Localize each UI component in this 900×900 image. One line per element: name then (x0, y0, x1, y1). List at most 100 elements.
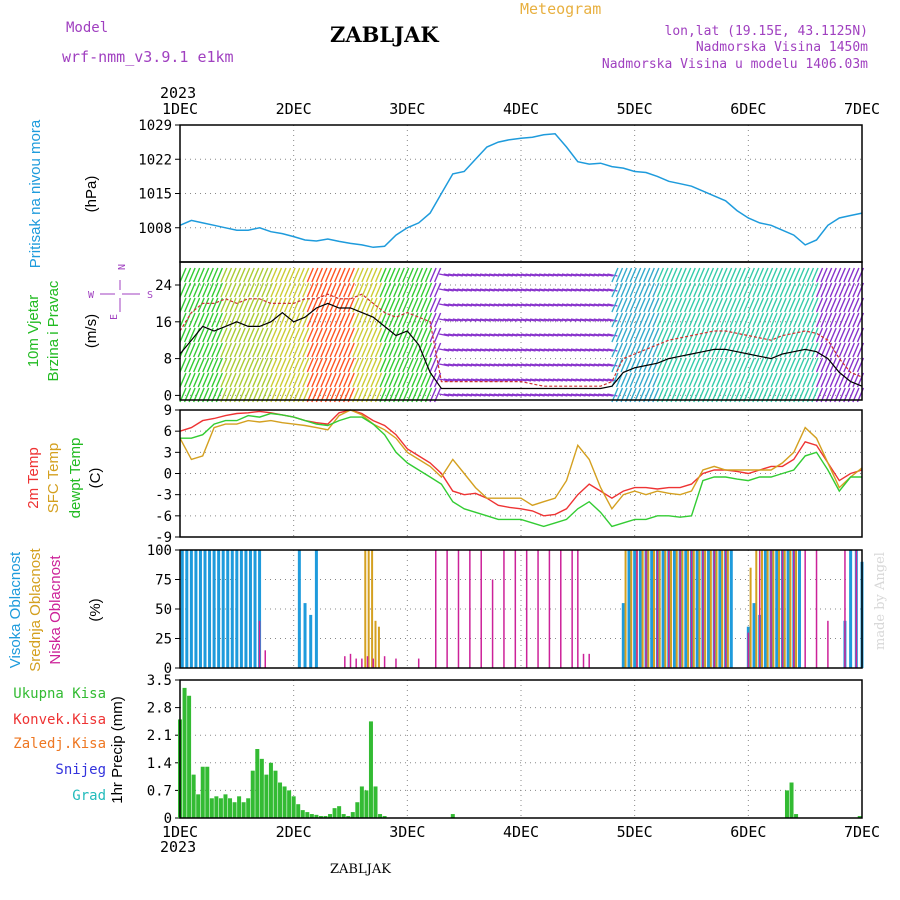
wind-barb (598, 378, 609, 382)
precip-bar (309, 814, 314, 818)
wind-barb (711, 372, 719, 388)
wind-barb (393, 282, 401, 298)
wind-barb (611, 312, 619, 328)
wind-barb (752, 312, 760, 328)
precip-legend-item: Konvek.Kisa (13, 712, 106, 728)
wind-barb (738, 342, 746, 358)
wind-barb (602, 348, 613, 352)
coords-label: lon,lat (19.15E, 43.1125N) (664, 24, 869, 39)
wind-barb (202, 357, 210, 373)
wind-barb (765, 327, 774, 343)
wind-barb (470, 393, 482, 397)
wind-barb (811, 372, 819, 388)
wind-barb (293, 357, 301, 373)
wind-barb (183, 297, 192, 313)
wind-barb (593, 318, 604, 322)
wind-barb (674, 372, 683, 388)
wind-barb (548, 318, 559, 322)
precip-bar (368, 721, 373, 818)
wind-barb (543, 378, 554, 382)
precip-bar (784, 790, 789, 818)
wind-barb (220, 357, 228, 373)
wind-barb (543, 393, 554, 397)
wind-barb (729, 312, 737, 328)
wind-barb (361, 282, 369, 298)
wind-barb (684, 267, 692, 283)
cloud-bar (786, 550, 790, 668)
wind-barb (566, 393, 577, 397)
wind-barb (243, 267, 251, 283)
cloud-bar (383, 656, 386, 668)
cloud-bar (372, 658, 374, 668)
wind-barb (711, 267, 719, 283)
wind-barb (693, 357, 701, 373)
precip-bar (268, 762, 273, 818)
y-axis-label: Pritisak na nivou mora (27, 119, 44, 268)
wind-barb (247, 342, 255, 358)
precip-bar (282, 786, 287, 818)
wind-barb (656, 357, 665, 373)
year-top: 2023 (160, 84, 197, 102)
wind-barb (734, 267, 742, 283)
wind-barb (711, 297, 719, 313)
wind-barb (261, 342, 269, 358)
y-tick-label: 2.1 (147, 728, 172, 744)
precip-bar (794, 814, 799, 818)
wind-barb (256, 312, 264, 328)
wind-barb (706, 297, 715, 313)
wind-barb (656, 297, 665, 313)
wind-barb (520, 378, 532, 382)
cloud-bar (525, 550, 528, 668)
wind-barb (539, 348, 550, 352)
wind-barb (324, 342, 333, 358)
wind-barb (643, 267, 651, 283)
wind-barb (770, 357, 778, 373)
wind-barb (370, 297, 378, 313)
wind-barb (516, 333, 527, 337)
wind-barb (493, 363, 504, 367)
wind-barb (788, 372, 796, 388)
wind-barb (333, 267, 342, 283)
wind-barb (461, 303, 473, 307)
wind-barb (770, 267, 778, 283)
wind-barb (283, 327, 292, 343)
dir-legend-n: N (117, 264, 128, 270)
wind-barb (589, 318, 600, 322)
wind-barb (852, 267, 860, 283)
wind-barb (233, 327, 242, 343)
wind-barb (824, 312, 833, 328)
wind-barb (611, 297, 619, 313)
cloud-bar (185, 550, 189, 668)
wind-barb (388, 267, 396, 283)
wind-barb (270, 282, 278, 298)
wind-barb (684, 282, 692, 298)
wind-barb (433, 312, 442, 328)
wind-barb (320, 312, 328, 328)
wind-barb (561, 303, 573, 307)
cloud-bar (366, 656, 369, 668)
wind-barb (215, 312, 224, 328)
wind-barb (765, 282, 774, 298)
wind-barb (634, 327, 642, 343)
wind-barb (433, 327, 442, 343)
wind-barb (634, 342, 642, 358)
wind-barb (274, 342, 283, 358)
wind-barb (507, 273, 518, 277)
wind-barb (624, 372, 633, 388)
precip-bar (228, 798, 233, 818)
wind-barb (634, 372, 642, 388)
wind-barb (283, 267, 292, 283)
wind-barb (324, 297, 333, 313)
wind-barb (356, 327, 364, 343)
wind-barb (724, 327, 733, 343)
wind-barb (734, 357, 742, 373)
wind-barb (729, 342, 737, 358)
wind-barb (338, 342, 346, 358)
wind-barb (457, 318, 468, 322)
wind-barb (761, 267, 769, 283)
wind-barb (729, 327, 737, 343)
wind-barb (652, 342, 660, 358)
wind-barb (824, 342, 833, 358)
precip-bar (318, 816, 323, 818)
wind-barb (539, 333, 550, 337)
